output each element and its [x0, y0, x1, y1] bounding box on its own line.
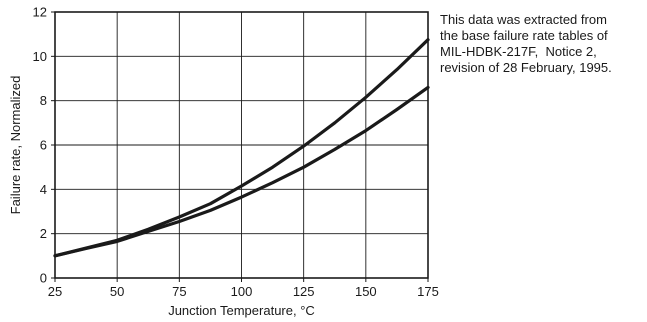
- source-note-line: the base failure rate tables of: [440, 28, 608, 43]
- y-axis-title: Failure rate, Normalized: [8, 76, 23, 215]
- series-line-2: [53, 85, 430, 258]
- x-tick-label: 25: [48, 284, 62, 299]
- x-tick-label: 50: [110, 284, 124, 299]
- y-tick-label: 2: [40, 226, 47, 241]
- y-tick-label: 12: [33, 5, 47, 20]
- x-tick-label: 175: [417, 284, 439, 299]
- x-tick-label: 75: [172, 284, 186, 299]
- source-note: This data was extracted from the base fa…: [440, 12, 645, 76]
- y-tick-label: 10: [33, 49, 47, 64]
- tick-labels: 25 50 75 100 125 150 175 0 2 4 6 8 10 12: [33, 5, 439, 300]
- series-layer: [53, 38, 430, 258]
- source-note-line: revision of 28 February, 1995.: [440, 60, 612, 75]
- x-tick-label: 150: [355, 284, 377, 299]
- y-tick-label: 4: [40, 182, 47, 197]
- y-tick-label: 6: [40, 138, 47, 153]
- x-tick-label: 125: [293, 284, 315, 299]
- x-axis-title: Junction Temperature, °C: [168, 303, 315, 318]
- x-tick-label: 100: [231, 284, 253, 299]
- y-tick-label: 8: [40, 93, 47, 108]
- source-note-line: MIL-HDBK-217F, Notice 2,: [440, 44, 597, 59]
- grid-lines: [55, 12, 428, 278]
- source-note-line: This data was extracted from: [440, 12, 607, 27]
- y-tick-label: 0: [40, 271, 47, 286]
